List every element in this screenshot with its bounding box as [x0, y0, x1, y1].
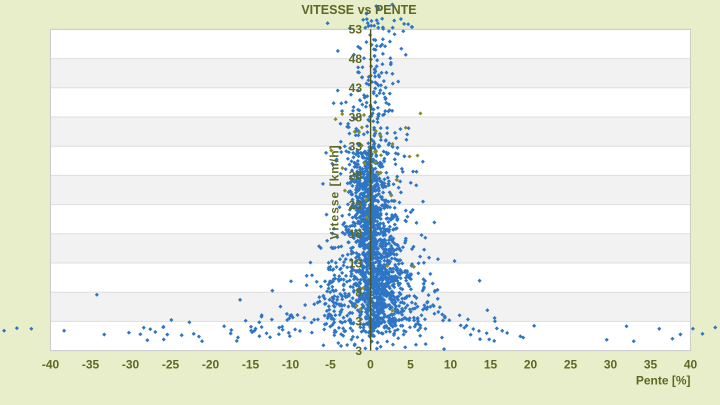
svg-text:Vitesse [km/h]: Vitesse [km/h]: [328, 144, 342, 239]
svg-text:-10: -10: [282, 358, 300, 372]
svg-text:-40: -40: [42, 358, 60, 372]
svg-text:10: 10: [444, 358, 458, 372]
svg-text:0: 0: [367, 358, 374, 372]
svg-text:3: 3: [355, 344, 362, 358]
svg-text:3: 3: [355, 315, 362, 329]
svg-text:15: 15: [484, 358, 498, 372]
svg-text:Pente [%]: Pente [%]: [636, 374, 691, 388]
svg-text:23: 23: [349, 198, 363, 212]
svg-text:5: 5: [407, 358, 414, 372]
svg-text:33: 33: [349, 140, 363, 154]
svg-text:30: 30: [604, 358, 618, 372]
svg-text:-30: -30: [122, 358, 140, 372]
svg-text:25: 25: [564, 358, 578, 372]
svg-text:-35: -35: [82, 358, 100, 372]
svg-text:-25: -25: [162, 358, 180, 372]
svg-text:40: 40: [684, 358, 698, 372]
svg-text:-20: -20: [202, 358, 220, 372]
svg-text:13: 13: [349, 256, 363, 270]
svg-text:18: 18: [349, 227, 363, 241]
svg-text:VITESSE vs PENTE: VITESSE vs PENTE: [301, 3, 416, 17]
svg-text:38: 38: [349, 110, 363, 124]
svg-text:20: 20: [524, 358, 538, 372]
svg-text:43: 43: [349, 81, 363, 95]
svg-text:-15: -15: [242, 358, 260, 372]
svg-text:35: 35: [644, 358, 658, 372]
svg-text:-5: -5: [325, 358, 336, 372]
svg-text:28: 28: [349, 169, 363, 183]
svg-text:8: 8: [355, 286, 362, 300]
svg-text:48: 48: [349, 52, 363, 66]
svg-text:53: 53: [349, 23, 363, 37]
